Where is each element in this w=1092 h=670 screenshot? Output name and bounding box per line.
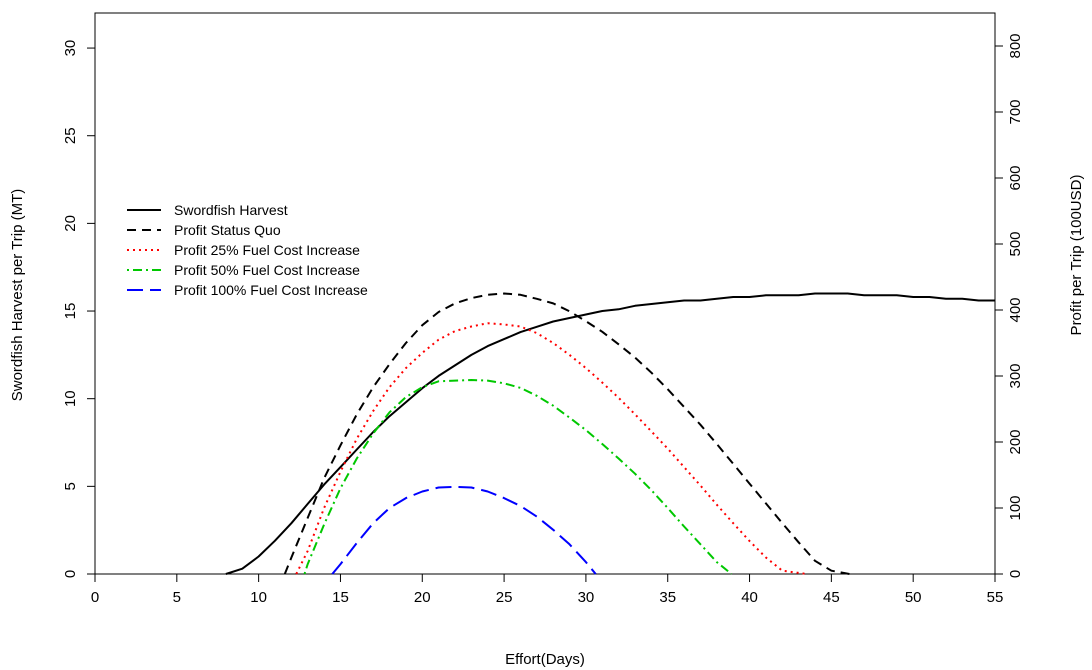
x-tick-label: 30 — [578, 589, 595, 606]
legend: Swordfish Harvest Profit Status Quo Profit… — [127, 202, 368, 298]
x-tick-label: 20 — [414, 589, 431, 606]
y2-tick-label: 700 — [1007, 99, 1024, 124]
x-tick-label: 40 — [741, 589, 758, 606]
y-tick-label: 25 — [62, 127, 79, 144]
legend-label: Profit 100% Fuel Cost Increase — [174, 282, 368, 298]
y2-tick-label: 800 — [1007, 33, 1024, 58]
y2-tick-label: 100 — [1007, 495, 1024, 520]
y2-tick-label: 0 — [1007, 570, 1024, 578]
series-line-profit-50-fuel-cost-increase — [303, 379, 733, 575]
y2-tick-label: 200 — [1007, 429, 1024, 454]
x-tick-label: 55 — [987, 589, 1004, 606]
series-line-profit-status-quo — [283, 292, 850, 575]
y-axis-left-title: Swordfish Harvest per Trip (MT) — [9, 189, 26, 402]
y-tick-label: 15 — [62, 303, 79, 320]
x-tick-label: 35 — [659, 589, 676, 606]
y2-tick-label: 500 — [1007, 231, 1024, 256]
x-axis: 0 5 10 15 20 25 30 35 40 45 50 55 — [91, 574, 1004, 606]
x-tick-label: 5 — [173, 589, 181, 606]
x-tick-label: 15 — [332, 589, 349, 606]
y-tick-label: 0 — [62, 570, 79, 578]
y-axis-right-title: Profit per Trip (100USD) — [1068, 175, 1085, 336]
x-axis-title: Effort(Days) — [505, 651, 585, 668]
y2-tick-label: 600 — [1007, 165, 1024, 190]
y2-tick-label: 400 — [1007, 297, 1024, 322]
series-line-swordfish-harvest — [225, 292, 995, 575]
legend-label: Swordfish Harvest — [174, 202, 288, 218]
legend-label: Profit Status Quo — [174, 222, 281, 238]
y2-tick-label: 300 — [1007, 363, 1024, 388]
y-tick-label: 30 — [62, 40, 79, 57]
x-tick-label: 45 — [823, 589, 840, 606]
y-tick-label: 20 — [62, 215, 79, 232]
x-tick-label: 25 — [496, 589, 513, 606]
legend-label: Profit 50% Fuel Cost Increase — [174, 262, 360, 278]
plot-frame — [94, 12, 996, 575]
series-line-profit-100-fuel-cost-increase — [331, 485, 597, 575]
y-tick-label: 10 — [62, 390, 79, 407]
y-axis-left: 0 5 10 15 20 25 30 — [62, 40, 95, 578]
legend-label: Profit 25% Fuel Cost Increase — [174, 242, 360, 258]
y-tick-label: 5 — [62, 482, 79, 490]
series-line-profit-25-fuel-cost-increase — [295, 322, 807, 575]
x-tick-label: 0 — [91, 589, 99, 606]
y-axis-right: 0 100 200 300 400 500 600 700 800 — [995, 33, 1024, 578]
x-tick-label: 10 — [250, 589, 267, 606]
series-lines — [225, 292, 995, 575]
x-tick-label: 50 — [905, 589, 922, 606]
